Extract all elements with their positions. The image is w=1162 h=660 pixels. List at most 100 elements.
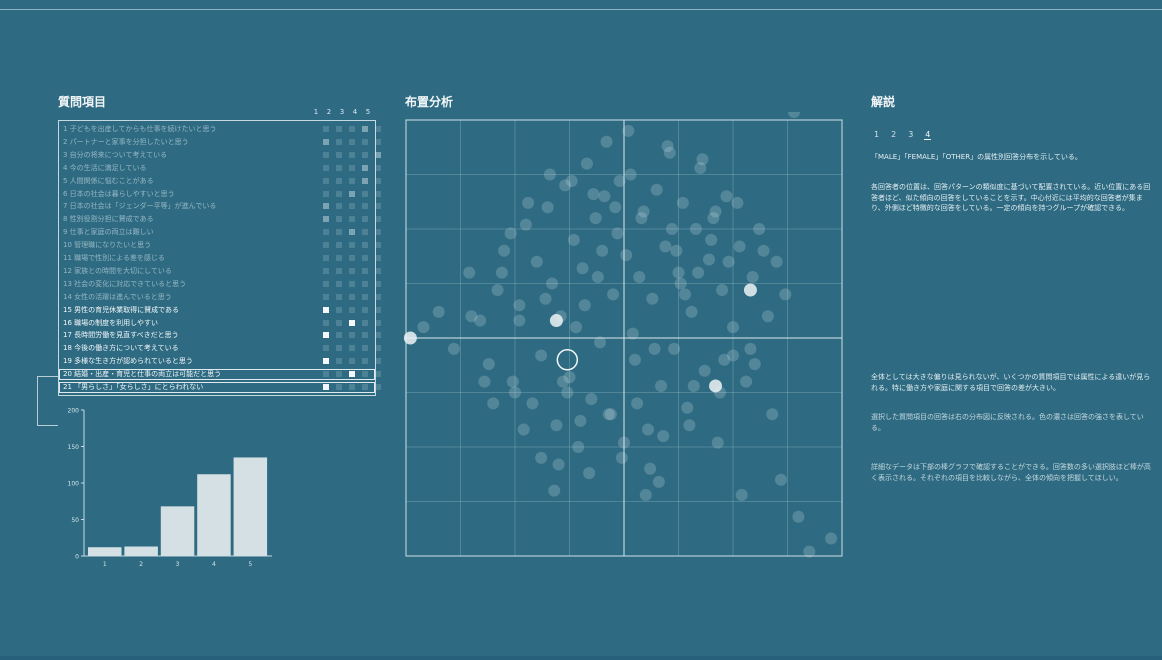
answer-mark[interactable] — [349, 293, 355, 300]
answer-mark[interactable] — [349, 358, 355, 365]
answer-mark[interactable] — [323, 203, 329, 210]
answer-mark[interactable] — [349, 138, 355, 145]
answer-mark[interactable] — [349, 229, 355, 236]
answer-mark[interactable] — [336, 126, 342, 132]
answer-mark[interactable] — [362, 280, 368, 287]
question-row[interactable]: 19 多様な生き方が認められていると思う — [59, 356, 381, 367]
answer-mark[interactable] — [362, 203, 368, 210]
answer-mark[interactable] — [323, 267, 329, 274]
answer-mark[interactable] — [336, 384, 342, 390]
question-row[interactable]: 20 結婚・出産・育児と仕事の両立は可能だと思う — [59, 369, 381, 381]
answer-mark[interactable] — [362, 229, 368, 236]
answer-mark[interactable] — [362, 242, 368, 249]
question-row[interactable]: 6 日本の社会は暮らしやすいと思う — [59, 189, 381, 200]
answer-mark[interactable] — [375, 242, 381, 249]
question-row[interactable]: 18 今後の働き方について考えている — [59, 343, 381, 354]
answer-mark[interactable] — [336, 203, 342, 210]
answer-mark[interactable] — [362, 384, 368, 390]
answer-mark[interactable] — [349, 126, 355, 132]
answer-mark[interactable] — [362, 371, 368, 378]
answer-mark[interactable] — [349, 267, 355, 274]
answer-mark[interactable] — [323, 177, 329, 184]
answer-mark[interactable] — [362, 177, 368, 184]
answer-mark[interactable] — [336, 177, 342, 184]
answer-mark[interactable] — [375, 229, 381, 236]
answer-mark[interactable] — [323, 306, 329, 313]
tab-3[interactable]: 3 — [908, 130, 914, 139]
answer-mark[interactable] — [362, 151, 368, 158]
answer-mark[interactable] — [375, 190, 381, 197]
answer-mark[interactable] — [362, 164, 368, 171]
answer-mark[interactable] — [323, 332, 329, 339]
answer-mark[interactable] — [362, 190, 368, 197]
answer-mark[interactable] — [375, 293, 381, 300]
answer-mark[interactable] — [375, 371, 381, 378]
answer-mark[interactable] — [349, 151, 355, 158]
question-row[interactable]: 3 自分の将来について考えている — [59, 150, 381, 161]
answer-mark[interactable] — [375, 332, 381, 339]
answer-mark[interactable] — [375, 345, 381, 352]
question-row[interactable]: 17 長時間労働を見直すべきだと思う — [59, 330, 381, 341]
answer-mark[interactable] — [323, 164, 329, 171]
answer-mark[interactable] — [323, 358, 329, 365]
scatter-plot[interactable] — [380, 112, 860, 612]
answer-mark[interactable] — [336, 293, 342, 300]
answer-mark[interactable] — [362, 332, 368, 339]
question-row[interactable]: 13 社会の変化に対応できていると思う — [59, 279, 381, 290]
answer-mark[interactable] — [336, 216, 342, 223]
answer-mark[interactable] — [336, 138, 342, 145]
question-row[interactable]: 9 仕事と家庭の両立は難しい — [59, 227, 381, 238]
answer-mark[interactable] — [336, 345, 342, 352]
answer-mark[interactable] — [323, 190, 329, 197]
answer-mark[interactable] — [336, 190, 342, 197]
answer-mark[interactable] — [362, 216, 368, 223]
answer-mark[interactable] — [349, 190, 355, 197]
answer-mark[interactable] — [375, 126, 381, 132]
tab-4[interactable]: 4 — [924, 130, 932, 140]
answer-mark[interactable] — [349, 280, 355, 287]
answer-mark[interactable] — [323, 138, 329, 145]
answer-mark[interactable] — [362, 267, 368, 274]
answer-mark[interactable] — [362, 255, 368, 261]
answer-mark[interactable] — [375, 164, 381, 171]
question-row[interactable]: 16 職場の制度を利用しやすい — [59, 318, 381, 329]
answer-mark[interactable] — [362, 345, 368, 352]
answer-mark[interactable] — [349, 345, 355, 352]
answer-mark[interactable] — [375, 255, 381, 261]
answer-mark[interactable] — [375, 203, 381, 210]
answer-mark[interactable] — [375, 267, 381, 274]
answer-mark[interactable] — [336, 229, 342, 236]
question-row[interactable]: 15 男性の育児休業取得に賛成である — [59, 305, 381, 316]
answer-mark[interactable] — [336, 306, 342, 313]
answer-mark[interactable] — [362, 319, 368, 326]
answer-mark[interactable] — [349, 177, 355, 184]
answer-mark[interactable] — [349, 384, 355, 390]
answer-mark[interactable] — [375, 280, 381, 287]
answer-mark[interactable] — [349, 255, 355, 261]
answer-mark[interactable] — [336, 267, 342, 274]
answer-mark[interactable] — [362, 358, 368, 365]
answer-mark[interactable] — [336, 371, 342, 378]
answer-mark[interactable] — [323, 371, 329, 378]
answer-mark[interactable] — [349, 319, 355, 326]
answer-mark[interactable] — [323, 345, 329, 352]
answer-mark[interactable] — [349, 242, 355, 249]
answer-mark[interactable] — [375, 358, 381, 365]
answer-mark[interactable] — [323, 293, 329, 300]
question-row[interactable]: 1 子どもを出産してからも仕事を続けたいと思う — [59, 124, 381, 135]
answer-mark[interactable] — [323, 319, 329, 326]
answer-mark[interactable] — [323, 242, 329, 249]
answer-mark[interactable] — [323, 151, 329, 158]
question-row[interactable]: 5 人間関係に悩むことがある — [59, 176, 381, 187]
answer-mark[interactable] — [323, 216, 329, 223]
answer-mark[interactable] — [336, 332, 342, 339]
answer-mark[interactable] — [323, 280, 329, 287]
answer-mark[interactable] — [349, 216, 355, 223]
answer-mark[interactable] — [375, 306, 381, 313]
answer-mark[interactable] — [349, 306, 355, 313]
question-row[interactable]: 12 家族との時間を大切にしている — [59, 266, 381, 277]
answer-mark[interactable] — [375, 319, 381, 326]
question-row[interactable]: 2 パートナーと家事を分担したいと思う — [59, 137, 381, 148]
answer-mark[interactable] — [336, 319, 342, 326]
answer-mark[interactable] — [375, 177, 381, 184]
